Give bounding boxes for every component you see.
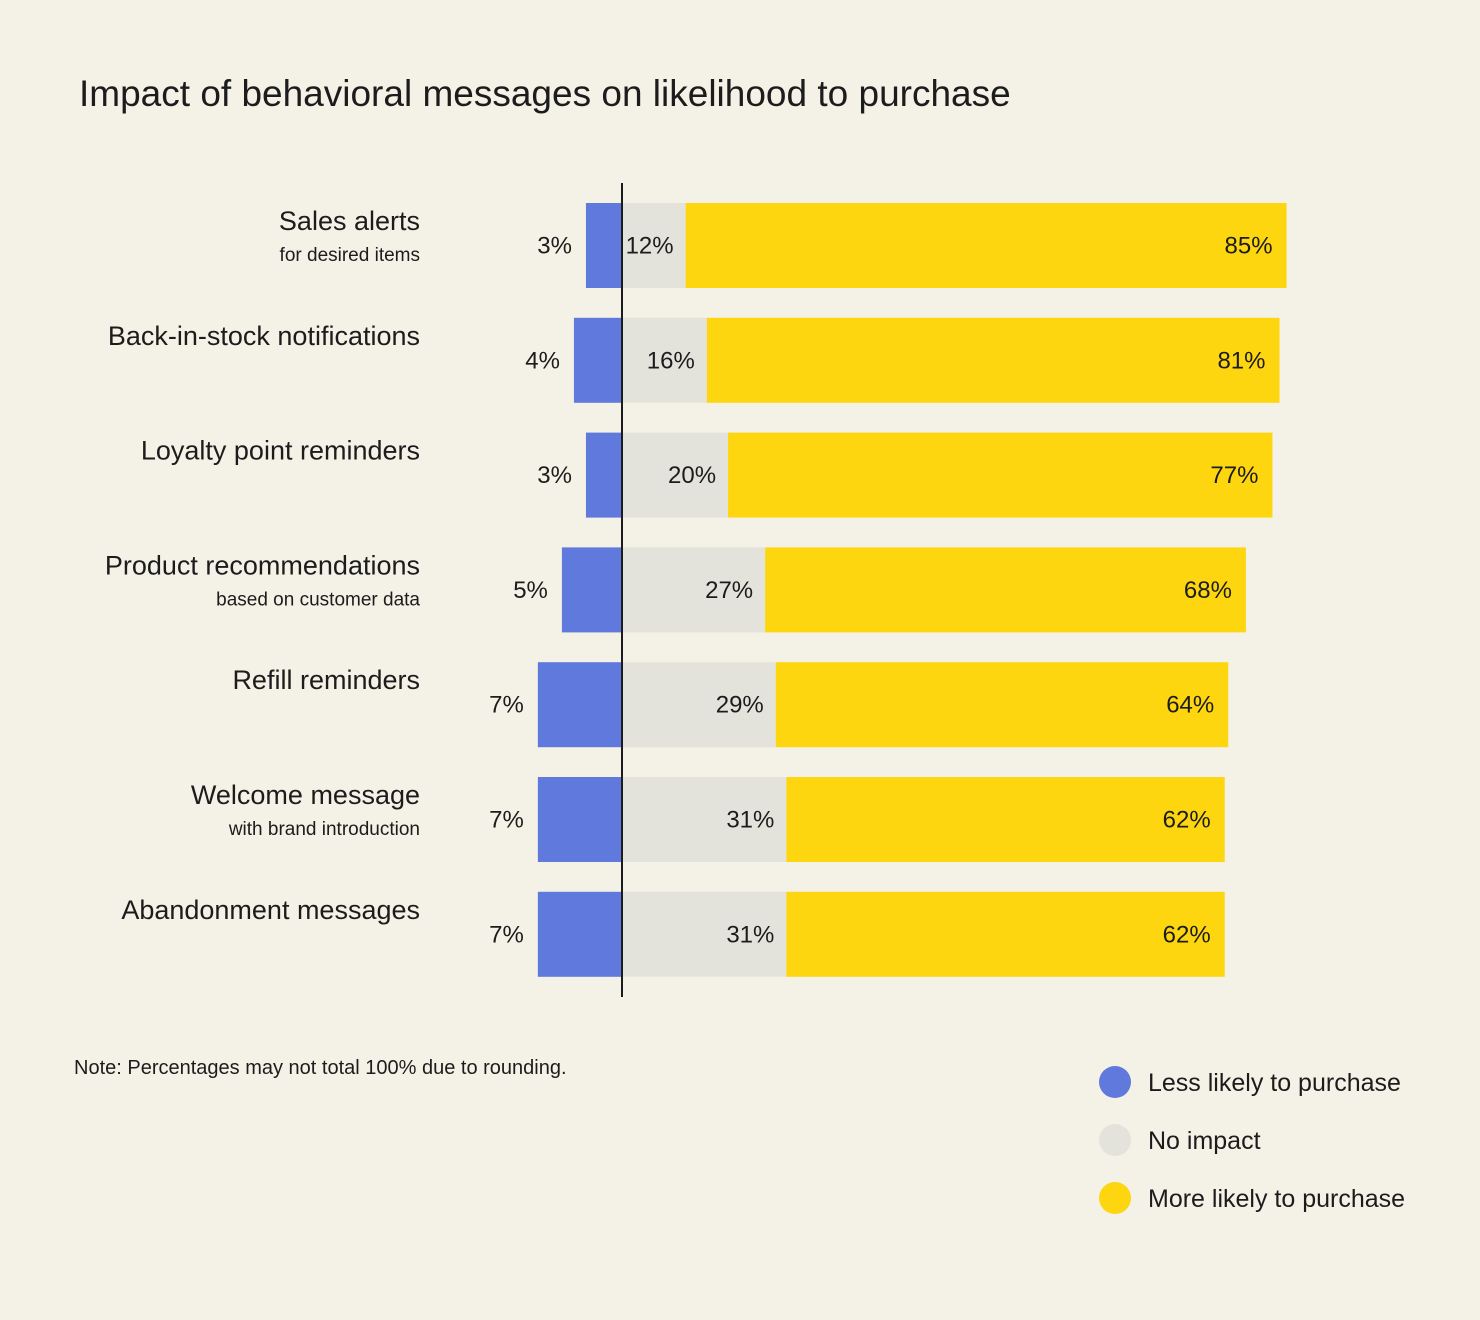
value-label-less-likely: 5%: [513, 577, 548, 604]
bar-row: Abandonment messages 7% 31% 62%: [121, 891, 1225, 977]
value-label-more-likely: 64%: [1166, 692, 1214, 719]
legend-item: Less likely to purchase: [1099, 1066, 1401, 1098]
bar-row: Back-in-stock notifications 4% 16% 81%: [108, 317, 1280, 403]
value-label-less-likely: 7%: [489, 807, 524, 834]
bar-no-impact: [622, 317, 707, 403]
legend-label: No impact: [1148, 1127, 1261, 1155]
legend-swatch: [1099, 1182, 1131, 1214]
bar-no-impact: [622, 662, 776, 748]
category-label: Welcome message: [191, 780, 420, 810]
category-sublabel: for desired items: [280, 245, 420, 266]
bar-row: Product recommendations based on customer…: [105, 547, 1246, 633]
legend-swatch: [1099, 1124, 1131, 1156]
value-label-more-likely: 62%: [1163, 807, 1211, 834]
category-label: Refill reminders: [232, 665, 420, 695]
category-label: Sales alerts: [279, 206, 420, 236]
value-label-no-impact: 20%: [668, 462, 716, 489]
value-label-less-likely: 3%: [537, 233, 572, 260]
legend-item: No impact: [1099, 1124, 1261, 1156]
chart-note: Note: Percentages may not total 100% due…: [74, 1057, 567, 1079]
category-label: Abandonment messages: [121, 895, 420, 925]
value-label-no-impact: 12%: [626, 233, 674, 260]
value-label-no-impact: 29%: [716, 692, 764, 719]
value-label-less-likely: 7%: [489, 921, 524, 948]
category-sublabel: based on customer data: [216, 589, 420, 610]
chart-title: Impact of behavioral messages on likelih…: [79, 73, 1011, 114]
bar-less-likely: [537, 662, 622, 748]
category-label: Product recommendations: [105, 550, 420, 580]
value-label-more-likely: 62%: [1163, 921, 1211, 948]
bar-row: Welcome message with brand introduction 7%…: [191, 777, 1225, 862]
value-label-more-likely: 81%: [1217, 347, 1265, 374]
bar-no-impact: [622, 432, 729, 518]
bar-row: Refill reminders 7% 29% 64%: [232, 662, 1229, 748]
bar-more-likely: [685, 203, 1287, 288]
bar-less-likely: [585, 203, 622, 288]
bar-more-likely: [786, 777, 1225, 862]
bar-more-likely: [728, 432, 1273, 518]
value-label-no-impact: 31%: [726, 807, 774, 834]
bar-no-impact: [622, 203, 686, 288]
value-label-less-likely: 7%: [489, 692, 524, 719]
legend-label: More likely to purchase: [1148, 1185, 1405, 1213]
value-label-no-impact: 16%: [647, 347, 695, 374]
legend: Less likely to purchase No impact More lik…: [1099, 1066, 1405, 1214]
bar-less-likely: [573, 317, 622, 403]
bar-more-likely: [775, 662, 1229, 748]
value-label-less-likely: 3%: [537, 462, 572, 489]
category-label: Loyalty point reminders: [141, 436, 420, 466]
legend-swatch: [1099, 1066, 1131, 1098]
bar-no-impact: [622, 777, 787, 862]
value-label-more-likely: 77%: [1210, 462, 1258, 489]
bar-less-likely: [585, 432, 622, 518]
bar-less-likely: [537, 891, 622, 977]
bar-more-likely: [786, 891, 1225, 977]
category-label: Back-in-stock notifications: [108, 321, 420, 351]
bar-row: Sales alerts for desired items 3% 12% 85%: [279, 203, 1287, 288]
bar-more-likely: [765, 547, 1246, 633]
category-sublabel: with brand introduction: [228, 819, 420, 840]
value-label-more-likely: 68%: [1184, 577, 1232, 604]
value-label-no-impact: 31%: [726, 921, 774, 948]
bars-layer: Sales alerts for desired items 3% 12% 85% Bac…: [105, 203, 1287, 977]
bar-more-likely: [706, 317, 1280, 403]
value-label-more-likely: 85%: [1225, 233, 1273, 260]
value-label-less-likely: 4%: [525, 347, 560, 374]
bar-no-impact: [622, 547, 766, 633]
bar-no-impact: [622, 891, 787, 977]
bar-less-likely: [561, 547, 622, 633]
bar-less-likely: [537, 777, 622, 862]
bar-row: Loyalty point reminders 3% 20% 77%: [141, 432, 1273, 518]
legend-label: Less likely to purchase: [1148, 1069, 1401, 1097]
value-label-no-impact: 27%: [705, 577, 753, 604]
legend-item: More likely to purchase: [1099, 1182, 1405, 1214]
